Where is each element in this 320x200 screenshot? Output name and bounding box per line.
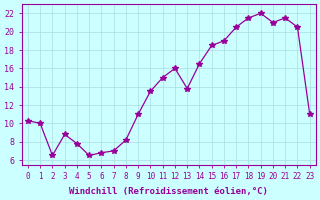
X-axis label: Windchill (Refroidissement éolien,°C): Windchill (Refroidissement éolien,°C) xyxy=(69,187,268,196)
